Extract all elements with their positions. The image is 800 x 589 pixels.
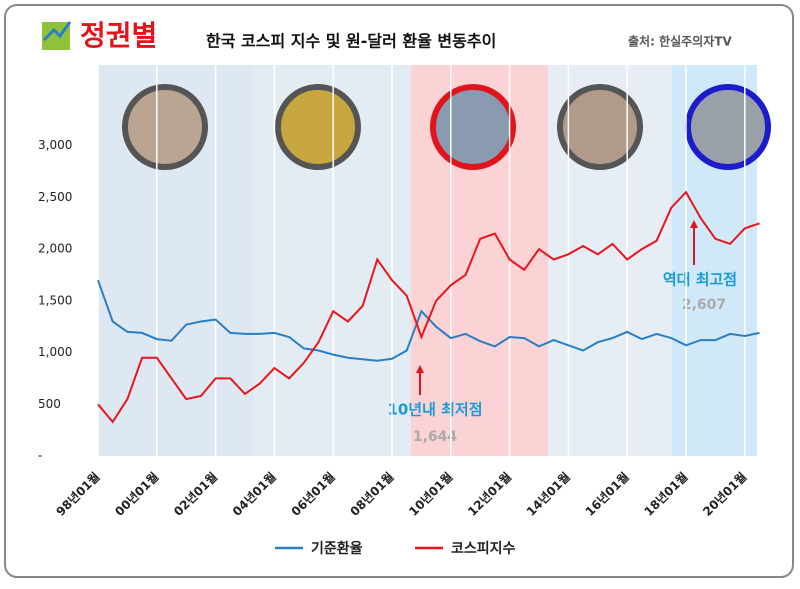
y-tick-label: 2,500 bbox=[38, 190, 72, 204]
annotation-value: 2,607 bbox=[682, 297, 726, 313]
y-tick-label: - bbox=[38, 449, 42, 463]
portraits bbox=[122, 84, 771, 170]
legend-label: 코스피지수 bbox=[451, 541, 516, 557]
annotation-value: 1,644 bbox=[413, 429, 458, 445]
y-tick-label: 2,000 bbox=[38, 242, 72, 256]
annotation-text: 10년내 최저점 bbox=[387, 401, 482, 419]
portrait bbox=[557, 84, 643, 170]
arrow bbox=[690, 220, 698, 228]
annotation: 10년내 최저점 1,644 bbox=[387, 365, 483, 445]
legend-label: 기준환율 bbox=[311, 540, 363, 557]
source: 출처: 한실주의자TV bbox=[628, 34, 732, 49]
y-tick-label: 500 bbox=[38, 397, 61, 411]
icon bbox=[42, 21, 72, 42]
portrait bbox=[430, 84, 516, 170]
y-tick-label: 3,000 bbox=[38, 138, 72, 152]
title: 정권별 bbox=[80, 19, 157, 52]
portrait bbox=[275, 84, 361, 170]
portrait bbox=[685, 84, 771, 170]
portrait bbox=[122, 84, 208, 170]
series-line bbox=[97, 190, 760, 424]
annotation: 역대 최고점 2,607 bbox=[663, 220, 737, 313]
subtitle: 한국 코스피 지수 및 원-달러 환율 변동추이 bbox=[206, 32, 496, 51]
y-tick-label: 1,500 bbox=[38, 293, 72, 307]
arrow bbox=[416, 365, 424, 373]
logo-icon bbox=[42, 21, 72, 50]
y-tick-label: 1,000 bbox=[38, 345, 72, 359]
annotation-text: 역대 최고점 bbox=[663, 271, 737, 289]
